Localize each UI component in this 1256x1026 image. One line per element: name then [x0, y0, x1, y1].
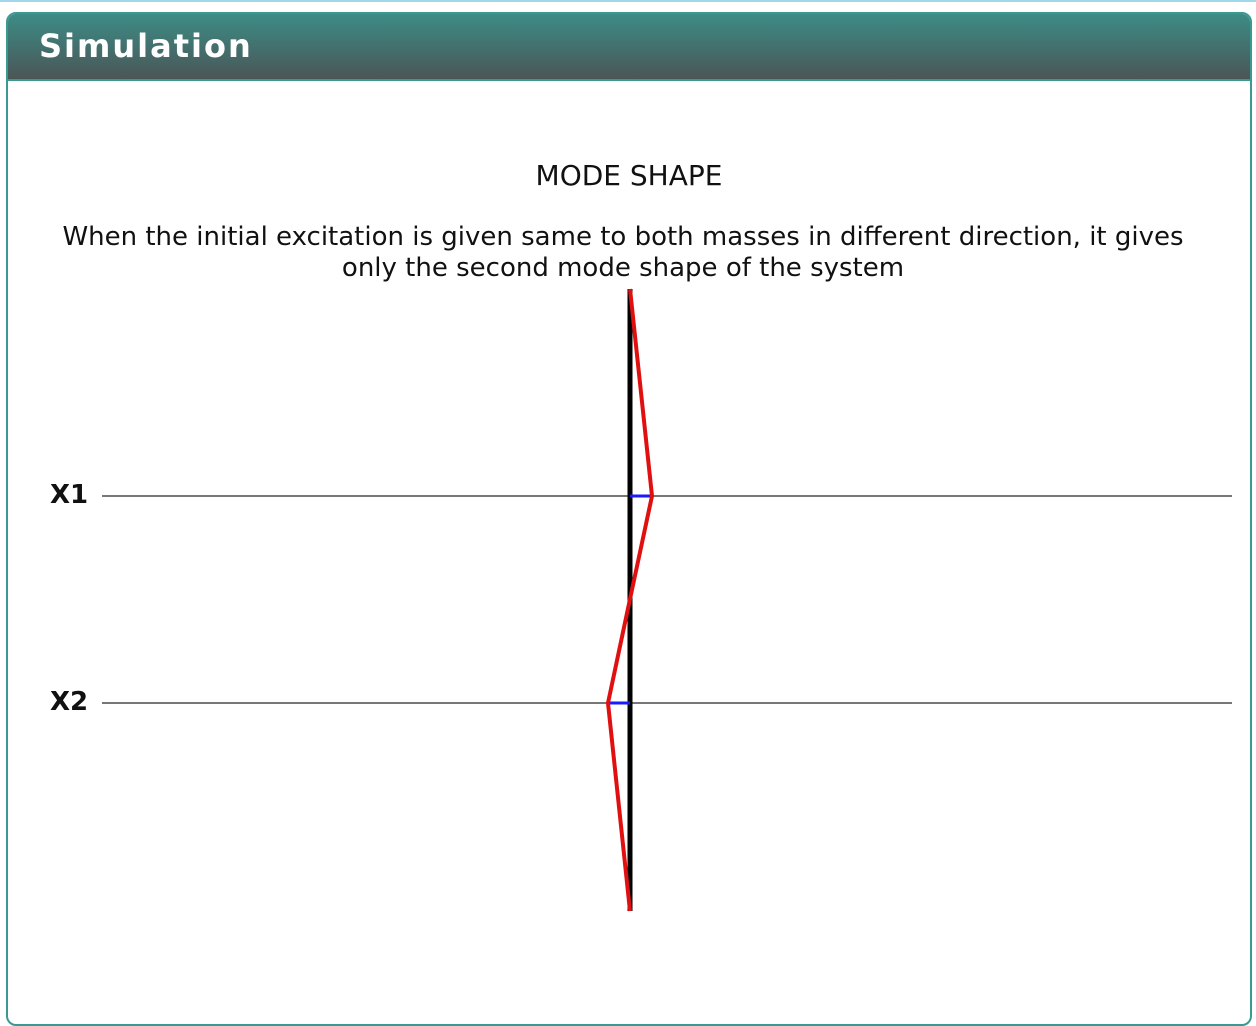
- mode-shape-curve: [605, 288, 655, 912]
- mode-shape-heading: MODE SHAPE: [535, 159, 723, 192]
- simulation-panel: Simulation MODE SHAPE When the initial e…: [6, 12, 1252, 1026]
- mode-shape-diagram: [102, 288, 1232, 912]
- panel-title: Simulation: [39, 27, 253, 65]
- mode-shape-description: When the initial excitation is given sam…: [62, 222, 1184, 283]
- panel-header: Simulation: [8, 14, 1250, 81]
- mass-label-x1: X1: [50, 480, 89, 510]
- simulation-area: MODE SHAPE When the initial excitation i…: [8, 81, 1250, 1024]
- mass-label-x2: X2: [50, 687, 89, 717]
